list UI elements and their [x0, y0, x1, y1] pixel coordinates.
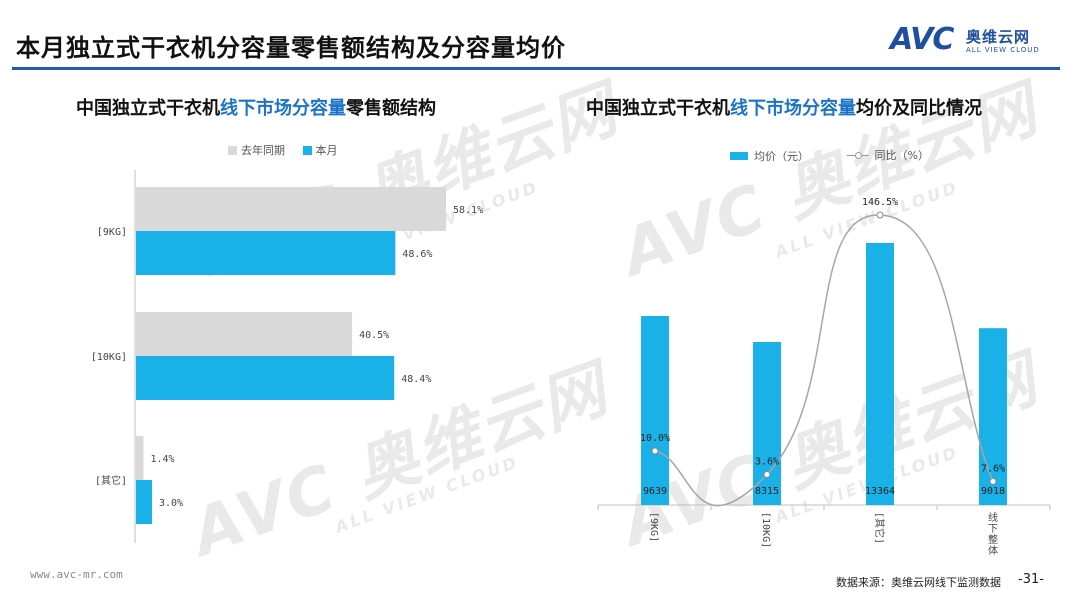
title-divider	[12, 67, 1060, 70]
data-label-avg-price: 9639	[643, 486, 667, 497]
logo-cn-name: 奥维云网	[966, 28, 1031, 46]
right-title-pre: 中国独立式干衣机	[586, 98, 730, 119]
data-label-previous-year: 1.4%	[150, 454, 174, 465]
legend-label-current: 本月	[315, 144, 338, 157]
point-yoy	[651, 447, 659, 455]
data-label-current-month: 48.4%	[401, 374, 431, 385]
left-title-highlight: 线下市场分容量	[220, 98, 346, 119]
category-label: [10KG]	[91, 352, 127, 363]
data-label-yoy: 3.6%	[755, 457, 779, 468]
point-yoy	[989, 477, 997, 485]
legend-label-avg-price: 均价（元）	[754, 149, 809, 163]
bar-previous-year	[136, 436, 144, 480]
data-label-avg-price: 13364	[865, 486, 895, 497]
bar-avg-price	[979, 328, 1007, 505]
right-title-post: 均价及同比情况	[856, 98, 982, 119]
bar-current-month	[136, 231, 396, 275]
legend-item-previous: 去年同期	[228, 142, 285, 158]
legend-swatch-previous	[228, 145, 237, 155]
data-label-yoy: 146.5%	[862, 197, 898, 208]
data-label-avg-price: 9018	[981, 486, 1005, 497]
logo-mark: AVC	[890, 22, 954, 57]
legend-item-yoy: 同比（%）	[846, 147, 929, 163]
data-label-previous-year: 58.1%	[453, 205, 483, 216]
category-label: [其它]	[95, 474, 127, 487]
page-title: 本月独立式干衣机分容量零售额结构及分容量均价	[16, 34, 566, 62]
category-label: [9KG]	[97, 227, 127, 238]
category-label: 线下整体	[988, 511, 998, 557]
data-label-current-month: 48.6%	[402, 249, 432, 260]
legend-label-previous: 去年同期	[241, 144, 285, 157]
bar-current-month	[136, 480, 153, 524]
left-bar-chart: 58.1% 48.6% [9KG] 40.5% 48.4% [10KG] 1.4% 3.0% […	[91, 170, 483, 543]
legend-label-yoy: 同比（%）	[874, 149, 929, 162]
legend-item-current: 本月	[302, 142, 338, 158]
footer-source: 数据来源：奥维云网线下监测数据	[836, 576, 1001, 589]
bar-avg-price	[866, 243, 894, 505]
data-label-yoy: 10.0%	[640, 433, 670, 444]
line-yoy	[654, 214, 994, 507]
right-title-highlight: 线下市场分容量	[730, 98, 856, 119]
bar-avg-price	[753, 341, 781, 505]
footer-url: www.avc-mr.com	[30, 568, 123, 581]
point-yoy	[763, 471, 771, 479]
avc-logo: AVC 奥维云网 ALL VIEW CLOUD	[890, 22, 1060, 62]
bar-avg-price	[641, 316, 669, 505]
legend-item-avg-price: 均价（元）	[730, 148, 809, 164]
legend-swatch-yoy	[846, 151, 869, 160]
bar-previous-year	[136, 312, 353, 356]
legend-swatch-current	[302, 145, 312, 155]
page-number: -31-	[1018, 572, 1044, 587]
category-label: [9KG]	[648, 512, 659, 542]
left-title-pre: 中国独立式干衣机	[76, 98, 220, 119]
category-label: [其它]	[873, 512, 886, 544]
bar-previous-year	[136, 187, 446, 231]
category-label: [10KG]	[760, 512, 771, 548]
logo-en-name: ALL VIEW CLOUD	[966, 46, 1040, 54]
data-label-current-month: 3.0%	[159, 498, 183, 509]
data-label-avg-price: 8315	[755, 486, 779, 497]
right-chart-legend: 均价（元） 同比（%）	[730, 147, 943, 164]
left-chart-legend: 去年同期 本月	[228, 142, 352, 158]
data-label-previous-year: 40.5%	[359, 330, 389, 341]
legend-swatch-avg-price	[730, 151, 748, 160]
right-chart-title: 中国独立式干衣机线下市场分容量均价及同比情况	[586, 94, 982, 120]
left-title-post: 零售额结构	[346, 98, 436, 119]
left-chart-title: 中国独立式干衣机线下市场分容量零售额结构	[76, 94, 436, 120]
bar-current-month	[136, 356, 395, 400]
data-label-yoy: 7.6%	[981, 463, 1005, 474]
point-yoy	[876, 211, 884, 219]
